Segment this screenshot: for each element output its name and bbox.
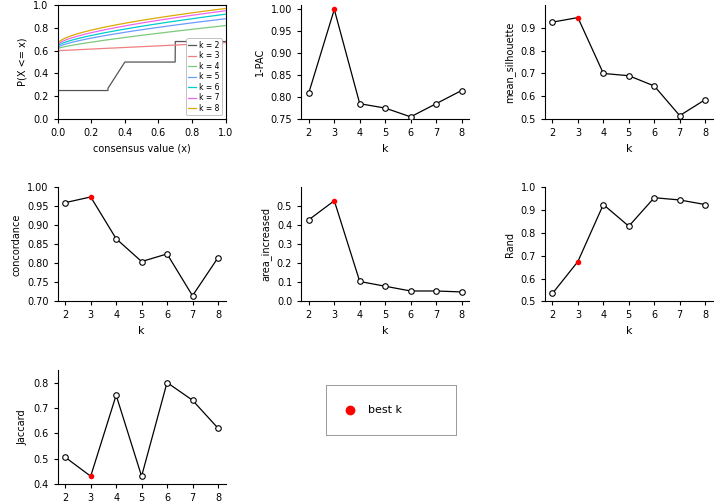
X-axis label: k: k	[626, 144, 632, 154]
k = 5	[168, 22, 177, 28]
Y-axis label: concordance: concordance	[12, 213, 22, 276]
k = 6	[127, 25, 136, 31]
Text: best k: best k	[368, 405, 402, 415]
k = 3	[53, 116, 62, 122]
k = 4	[168, 29, 177, 35]
k = 8	[127, 19, 136, 25]
k = 6	[184, 16, 193, 22]
k = 7	[184, 13, 193, 19]
Y-axis label: area_increased: area_increased	[261, 208, 271, 281]
Y-axis label: Rand: Rand	[505, 232, 515, 257]
k = 4	[187, 26, 196, 32]
k = 2	[171, 38, 179, 44]
k = 8	[221, 6, 230, 12]
k = 2	[71, 88, 79, 94]
k = 5	[184, 20, 193, 26]
X-axis label: k: k	[138, 326, 145, 336]
Line: k = 5: k = 5	[58, 19, 225, 119]
k = 5	[121, 29, 130, 35]
k = 3	[187, 41, 196, 47]
k = 5	[53, 116, 62, 122]
k = 2	[221, 38, 230, 44]
k = 3	[184, 41, 193, 47]
k = 5	[71, 39, 79, 45]
k = 7	[127, 22, 136, 28]
Line: k = 3: k = 3	[58, 43, 225, 119]
k = 8	[121, 20, 130, 26]
k = 4	[221, 23, 230, 29]
k = 2	[121, 59, 130, 65]
k = 2	[187, 38, 196, 44]
k = 3	[71, 47, 79, 53]
k = 8	[71, 32, 79, 38]
k = 6	[187, 16, 196, 22]
k = 7	[121, 23, 130, 29]
k = 4	[53, 116, 62, 122]
k = 8	[168, 13, 177, 19]
Line: k = 4: k = 4	[58, 26, 225, 119]
X-axis label: k: k	[626, 326, 632, 336]
k = 7	[221, 8, 230, 14]
k = 4	[127, 34, 136, 40]
Y-axis label: 1-PAC: 1-PAC	[255, 48, 265, 76]
k = 5	[187, 20, 196, 26]
k = 6	[53, 116, 62, 122]
k = 2	[127, 59, 136, 65]
X-axis label: k: k	[382, 144, 389, 154]
Legend: k = 2, k = 3, k = 4, k = 5, k = 6, k = 7, k = 8: k = 2, k = 3, k = 4, k = 5, k = 6, k = 7…	[186, 38, 222, 115]
X-axis label: k: k	[382, 326, 389, 336]
Y-axis label: P(X <= x): P(X <= x)	[18, 38, 27, 86]
k = 4	[121, 34, 130, 40]
k = 3	[168, 42, 177, 48]
k = 4	[71, 42, 79, 48]
Line: k = 8: k = 8	[58, 9, 225, 119]
k = 3	[127, 44, 136, 50]
k = 8	[184, 10, 193, 16]
k = 2	[53, 116, 62, 122]
Y-axis label: Jaccard: Jaccard	[18, 409, 27, 445]
Y-axis label: mean_silhouette: mean_silhouette	[504, 21, 515, 103]
k = 6	[71, 36, 79, 42]
k = 2	[184, 38, 193, 44]
k = 8	[53, 116, 62, 122]
k = 2	[168, 59, 177, 65]
Line: k = 7: k = 7	[58, 11, 225, 119]
k = 6	[221, 11, 230, 17]
k = 6	[121, 26, 130, 32]
k = 3	[221, 40, 230, 46]
k = 7	[71, 34, 79, 40]
k = 5	[127, 28, 136, 34]
k = 5	[221, 16, 230, 22]
k = 7	[168, 15, 177, 21]
Line: k = 2: k = 2	[58, 41, 225, 119]
k = 7	[53, 116, 62, 122]
k = 7	[187, 12, 196, 18]
k = 3	[121, 44, 130, 50]
X-axis label: consensus value (x): consensus value (x)	[93, 144, 191, 154]
Line: k = 6: k = 6	[58, 14, 225, 119]
k = 8	[187, 10, 196, 16]
k = 4	[184, 27, 193, 33]
k = 6	[168, 19, 177, 25]
